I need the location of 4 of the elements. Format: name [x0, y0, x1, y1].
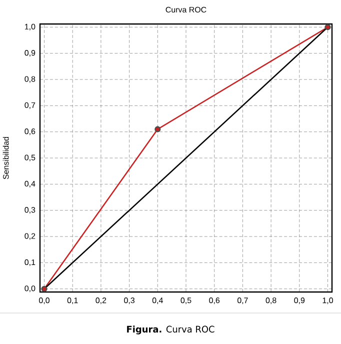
- point: [324, 24, 331, 30]
- point: [154, 126, 161, 132]
- text: Figura. Curva ROC: [127, 326, 214, 334]
- point: [41, 286, 48, 292]
